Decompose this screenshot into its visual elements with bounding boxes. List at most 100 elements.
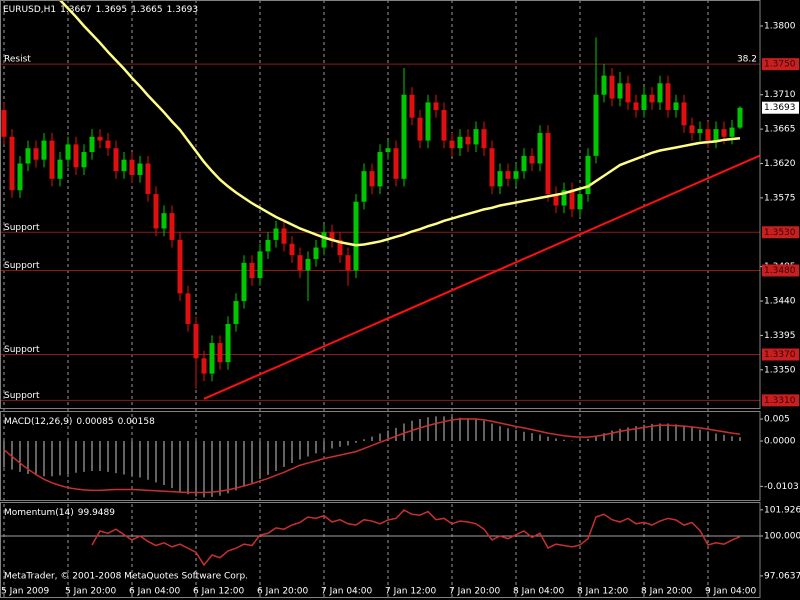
candle-body <box>385 148 391 153</box>
y-tick-label: 101.9268 <box>764 505 800 515</box>
candle-body <box>369 171 375 187</box>
candle-body <box>137 163 143 175</box>
x-tick-label: 7 Jan 04:00 <box>321 587 373 597</box>
candle-body <box>313 247 319 260</box>
candle-body <box>225 323 231 363</box>
level-name: Support <box>4 261 40 271</box>
x-tick-label: 8 Jan 12:00 <box>577 587 629 597</box>
candle-body <box>377 152 383 187</box>
candle-body <box>345 255 351 271</box>
x-tick-label: 7 Jan 12:00 <box>385 587 437 597</box>
level-label: 1.3480 <box>764 266 796 276</box>
y-tick-label: 97.0637 <box>764 571 800 581</box>
momentum-panel-frame <box>0 502 761 598</box>
momentum-title: Momentum(14) <box>4 508 74 518</box>
candle-body <box>449 140 455 149</box>
candle-body <box>353 201 359 271</box>
x-tick-label: 6 Jan 04:00 <box>129 587 181 597</box>
candle-body <box>465 136 471 145</box>
candle-body <box>521 155 527 172</box>
candle-body <box>553 194 559 206</box>
candle-body <box>673 102 679 111</box>
candle-body <box>17 163 23 191</box>
candle-body <box>729 127 735 137</box>
candle-body <box>217 343 223 363</box>
candle-body <box>337 239 343 256</box>
candle-body <box>105 140 111 149</box>
momentum-last: 99.9489 <box>78 508 115 518</box>
candle-body <box>457 136 463 149</box>
x-tick-label: 8 Jan 20:00 <box>641 587 693 597</box>
last-close: 1.3693 <box>167 5 199 15</box>
candle-body <box>121 159 127 172</box>
signal-last: 0.00158 <box>118 417 155 427</box>
candle-body <box>513 171 519 179</box>
candle-body <box>641 94 647 111</box>
candle-body <box>201 358 207 374</box>
candle-body <box>433 102 439 111</box>
candle-body <box>289 243 295 256</box>
candle-body <box>489 148 495 187</box>
level-label-box <box>762 348 799 361</box>
candle-body <box>505 171 511 179</box>
candle-body <box>265 239 271 252</box>
candle-body <box>721 129 727 137</box>
x-tick-label: 9 Jan 04:00 <box>705 587 757 597</box>
candle-body <box>473 129 479 145</box>
candle-body <box>705 129 711 141</box>
candle-body <box>569 190 575 210</box>
candle-body <box>577 194 583 210</box>
candle-body <box>9 136 15 191</box>
candle-body <box>113 148 119 172</box>
candle-body <box>41 140 47 160</box>
x-tick-label: 8 Jan 04:00 <box>513 587 565 597</box>
momentum-header: Momentum(14) 99.9489 <box>4 508 115 518</box>
candle-body <box>649 94 655 103</box>
candle-body <box>161 213 167 229</box>
momentum-panel <box>0 509 760 567</box>
y-tick-label: 1.3350 <box>764 365 796 375</box>
footer: MetaTrader, © 2001-2008 MetaQuotes Softw… <box>4 572 248 582</box>
y-tick-label: 1.3620 <box>764 159 796 169</box>
candle-body <box>193 323 199 359</box>
axes: 5 Jan 2009 5 Jan 20:00 6 Jan 04:00 6 Jan 12… <box>1 21 800 596</box>
candle-body <box>129 159 135 175</box>
candle-body <box>233 301 239 324</box>
candle-body <box>425 102 431 141</box>
candle-body <box>401 94 407 179</box>
price-panel: Resist Support Support Support Support 38.2 <box>0 0 760 401</box>
x-tick-label: 5 Jan 20:00 <box>65 587 117 597</box>
candle-body <box>737 107 743 128</box>
last-low: 1.3665 <box>131 5 163 15</box>
y-tick-label: 1.3575 <box>764 193 796 203</box>
candle-body <box>329 232 335 240</box>
price-box <box>762 101 799 114</box>
x-tick-label: 6 Jan 12:00 <box>193 587 245 597</box>
candle-body <box>537 132 543 164</box>
level-label: 1.3750 <box>764 60 796 70</box>
candle-body <box>177 239 183 294</box>
candle-body <box>561 190 567 206</box>
level-label: 1.3370 <box>764 350 796 360</box>
candle-body <box>97 136 103 141</box>
candle-body <box>481 129 487 149</box>
level-name: Support <box>4 223 40 233</box>
candle-body <box>665 83 671 111</box>
candle-body <box>681 102 687 126</box>
candle-body <box>497 171 503 187</box>
trendline <box>203 154 760 400</box>
y-tick-label: 100.0000 <box>764 532 800 542</box>
candle-body <box>713 129 719 141</box>
candle-body <box>297 255 303 271</box>
candle-body <box>249 262 255 279</box>
level-label: 1.3530 <box>764 228 796 238</box>
candle-body <box>305 259 311 271</box>
candle-body <box>25 148 31 164</box>
level-label-box <box>762 264 799 277</box>
candle-body <box>185 293 191 324</box>
candle-body <box>617 83 623 99</box>
symbol: EURUSD,H1 <box>3 5 56 15</box>
y-tick-label: 0.0000 <box>764 437 796 447</box>
